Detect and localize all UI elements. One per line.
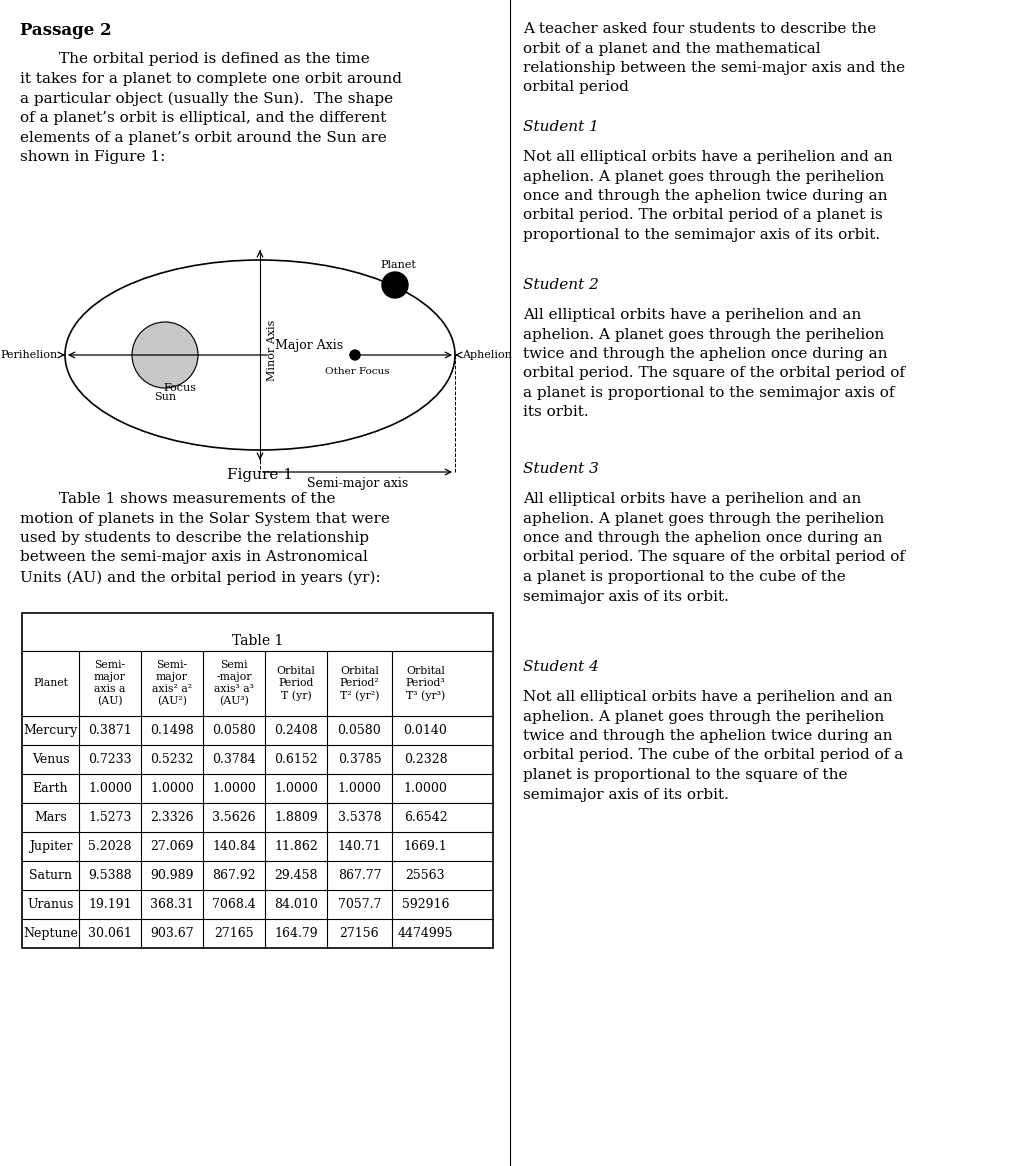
Text: 19.191: 19.191: [88, 898, 131, 911]
Text: 0.6152: 0.6152: [274, 753, 317, 766]
Text: All elliptical orbits have a perihelion and an
aphelion. A planet goes through t: All elliptical orbits have a perihelion …: [523, 492, 905, 604]
Text: 5.2028: 5.2028: [88, 840, 131, 854]
Text: Planet: Planet: [33, 679, 68, 688]
Text: Figure 1: Figure 1: [227, 468, 293, 482]
Text: Saturn: Saturn: [29, 869, 72, 881]
Text: Semi
-major
axis³ a³
(AU³): Semi -major axis³ a³ (AU³): [214, 660, 254, 707]
Text: Table 1 shows measurements of the
motion of planets in the Solar System that wer: Table 1 shows measurements of the motion…: [20, 492, 390, 584]
Text: 1.0000: 1.0000: [212, 782, 256, 795]
Text: 368.31: 368.31: [150, 898, 194, 911]
Text: Not all elliptical orbits have a perihelion and an
aphelion. A planet goes throu: Not all elliptical orbits have a perihel…: [523, 690, 904, 801]
Text: Student 4: Student 4: [523, 660, 599, 674]
Text: 0.0580: 0.0580: [338, 724, 381, 737]
Text: Orbital
Period²
T² (yr²): Orbital Period² T² (yr²): [340, 666, 379, 701]
Text: 1669.1: 1669.1: [404, 840, 448, 854]
Text: Mars: Mars: [34, 812, 67, 824]
Circle shape: [132, 322, 198, 388]
Text: 0.7233: 0.7233: [88, 753, 131, 766]
Text: 0.3784: 0.3784: [213, 753, 256, 766]
Text: 0.5232: 0.5232: [150, 753, 194, 766]
Text: All elliptical orbits have a perihelion and an
aphelion. A planet goes through t: All elliptical orbits have a perihelion …: [523, 308, 905, 420]
Text: 2.3326: 2.3326: [150, 812, 194, 824]
Text: 30.061: 30.061: [88, 927, 131, 940]
Text: 0.3871: 0.3871: [88, 724, 131, 737]
Text: 867.77: 867.77: [338, 869, 381, 881]
Text: Venus: Venus: [32, 753, 69, 766]
Text: 1.0000: 1.0000: [404, 782, 448, 795]
Circle shape: [382, 272, 408, 298]
Text: Other Focus: Other Focus: [325, 367, 389, 375]
Text: Sun: Sun: [154, 392, 176, 402]
Text: 29.458: 29.458: [274, 869, 317, 881]
Text: A teacher asked four students to describe the
orbit of a planet and the mathemat: A teacher asked four students to describ…: [523, 22, 905, 94]
Text: 140.71: 140.71: [338, 840, 381, 854]
Text: 0.1498: 0.1498: [150, 724, 194, 737]
Text: Orbital
Period³
T³ (yr³): Orbital Period³ T³ (yr³): [406, 666, 446, 701]
Text: Mercury: Mercury: [24, 724, 78, 737]
Text: 903.67: 903.67: [150, 927, 194, 940]
Text: Student 3: Student 3: [523, 462, 599, 476]
Text: 3.5378: 3.5378: [338, 812, 381, 824]
Text: 164.79: 164.79: [274, 927, 317, 940]
Text: 7068.4: 7068.4: [213, 898, 256, 911]
Text: 3.5626: 3.5626: [213, 812, 256, 824]
Text: Table 1: Table 1: [232, 634, 283, 648]
Text: Passage 2: Passage 2: [20, 22, 112, 38]
Text: Jupiter: Jupiter: [29, 840, 72, 854]
Text: 27.069: 27.069: [150, 840, 194, 854]
Text: Earth: Earth: [33, 782, 69, 795]
Text: 11.862: 11.862: [274, 840, 318, 854]
Text: 140.84: 140.84: [212, 840, 256, 854]
Text: 1.0000: 1.0000: [274, 782, 318, 795]
Text: 0.0580: 0.0580: [213, 724, 256, 737]
Text: Student 2: Student 2: [523, 278, 599, 292]
Text: Aphelion: Aphelion: [462, 350, 511, 360]
Text: Orbital
Period
T (yr): Orbital Period T (yr): [276, 666, 315, 701]
Text: 867.92: 867.92: [213, 869, 256, 881]
Circle shape: [350, 350, 360, 360]
Text: 27165: 27165: [215, 927, 254, 940]
Bar: [22, 613, 493, 948]
Text: 592916: 592916: [402, 898, 449, 911]
Text: Neptune: Neptune: [23, 927, 78, 940]
Text: Student 1: Student 1: [523, 120, 599, 134]
Text: Planet: Planet: [380, 260, 416, 271]
Text: Major Axis: Major Axis: [275, 339, 343, 352]
Text: Uranus: Uranus: [28, 898, 74, 911]
Text: 7057.7: 7057.7: [338, 898, 381, 911]
Text: 25563: 25563: [406, 869, 446, 881]
Text: 1.0000: 1.0000: [338, 782, 381, 795]
Text: 1.8809: 1.8809: [274, 812, 318, 824]
Text: 84.010: 84.010: [274, 898, 318, 911]
Text: Focus: Focus: [163, 382, 196, 393]
Text: 1.5273: 1.5273: [88, 812, 131, 824]
Text: 1.0000: 1.0000: [150, 782, 194, 795]
Text: Semi-
major
axis a
(AU): Semi- major axis a (AU): [94, 660, 126, 707]
Text: Not all elliptical orbits have a perihelion and an
aphelion. A planet goes throu: Not all elliptical orbits have a perihel…: [523, 150, 892, 243]
Text: 27156: 27156: [340, 927, 379, 940]
Text: Semi-
major
axis² a²
(AU²): Semi- major axis² a² (AU²): [152, 660, 192, 707]
Text: 1.0000: 1.0000: [88, 782, 131, 795]
Text: Semi-major axis: Semi-major axis: [307, 477, 408, 490]
Text: 0.0140: 0.0140: [404, 724, 448, 737]
Text: 0.2328: 0.2328: [404, 753, 448, 766]
Text: 0.3785: 0.3785: [338, 753, 381, 766]
Text: 4474995: 4474995: [397, 927, 453, 940]
Text: The orbital period is defined as the time
it takes for a planet to complete one : The orbital period is defined as the tim…: [20, 52, 402, 164]
Text: 9.5388: 9.5388: [88, 869, 131, 881]
Text: 6.6542: 6.6542: [404, 812, 448, 824]
Text: 0.2408: 0.2408: [274, 724, 318, 737]
Text: Minor Axis: Minor Axis: [267, 319, 277, 380]
Text: 90.989: 90.989: [150, 869, 194, 881]
Text: Perihelion: Perihelion: [1, 350, 58, 360]
